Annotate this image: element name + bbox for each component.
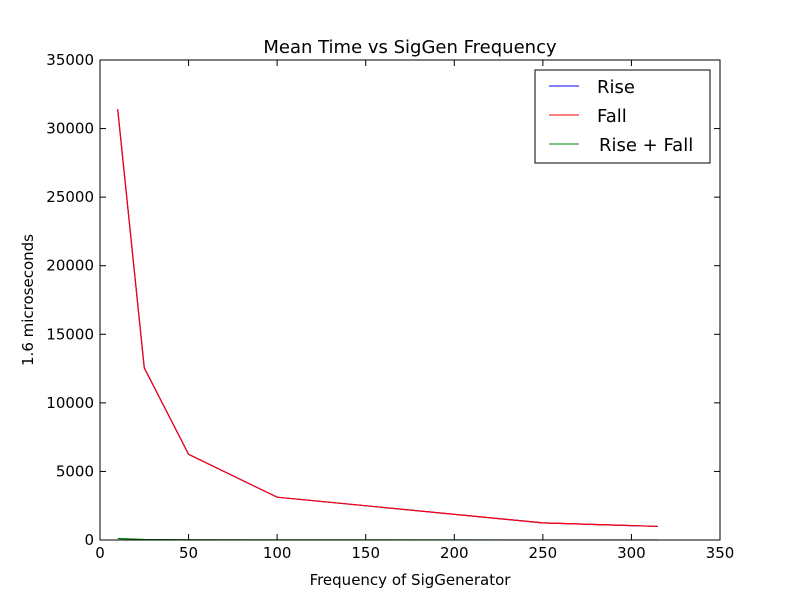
x-tick-label: 50 bbox=[179, 544, 198, 562]
series-line-fall bbox=[117, 109, 659, 528]
y-tick-label: 5000 bbox=[56, 462, 94, 480]
x-tick-label: 100 bbox=[263, 544, 292, 562]
plot-frame bbox=[99, 59, 721, 541]
legend-label-rise-plus-fall: Rise + Fall bbox=[599, 135, 693, 156]
legend: Rise Fall Rise + Fall bbox=[534, 69, 711, 164]
axis-ticks: 0 50 100 150 200 250 300 350 0 5000 10000 15000 2000… bbox=[46, 51, 734, 562]
x-tick-label: 250 bbox=[529, 544, 558, 562]
x-tick-label: 0 bbox=[95, 544, 105, 562]
y-tick-label: 25000 bbox=[46, 188, 94, 206]
chart-title: Mean Time vs SigGen Frequency bbox=[263, 37, 557, 58]
y-tick-label: 35000 bbox=[46, 51, 94, 69]
x-tick-label: 150 bbox=[351, 544, 380, 562]
y-tick-label: 0 bbox=[84, 531, 94, 549]
y-tick-label: 20000 bbox=[46, 257, 94, 275]
legend-label-rise: Rise bbox=[597, 77, 635, 98]
x-tick-label: 300 bbox=[617, 544, 646, 562]
x-tick-label: 200 bbox=[440, 544, 469, 562]
x-tick-label: 350 bbox=[706, 544, 735, 562]
x-axis-label: Frequency of SigGenerator bbox=[310, 571, 512, 589]
legend-label-fall: Fall bbox=[597, 106, 627, 127]
y-tick-label: 15000 bbox=[46, 325, 94, 343]
y-tick-label: 30000 bbox=[46, 120, 94, 138]
y-axis-label: 1.6 microseconds bbox=[19, 234, 37, 366]
y-tick-label: 10000 bbox=[46, 394, 94, 412]
